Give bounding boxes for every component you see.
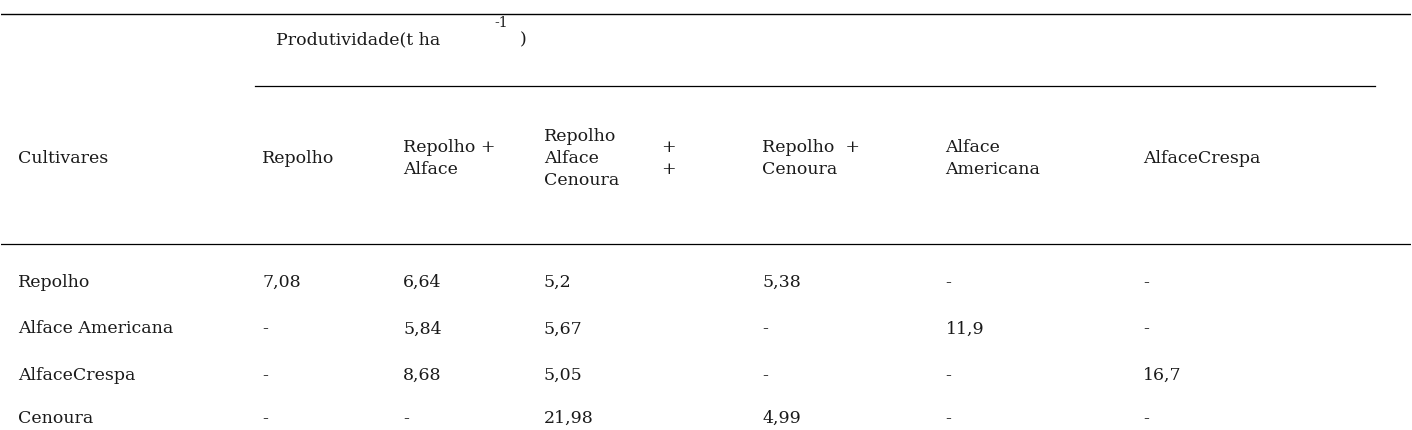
Text: 5,38: 5,38 — [762, 273, 801, 291]
Text: -: - — [1142, 273, 1149, 291]
Text: Cenoura: Cenoura — [18, 410, 93, 427]
Text: ): ) — [520, 31, 527, 48]
Text: 5,67: 5,67 — [544, 320, 583, 338]
Text: Alface Americana: Alface Americana — [18, 320, 174, 338]
Text: -: - — [1142, 320, 1149, 338]
Text: +
+: + + — [661, 139, 675, 178]
Text: 8,68: 8,68 — [402, 367, 442, 384]
Text: -: - — [263, 320, 268, 338]
Text: Repolho
Alface
Cenoura: Repolho Alface Cenoura — [544, 128, 620, 190]
Text: -: - — [402, 410, 409, 427]
Text: -: - — [263, 367, 268, 384]
Text: 7,08: 7,08 — [263, 273, 301, 291]
Text: Repolho: Repolho — [263, 150, 335, 167]
Text: AlfaceCrespa: AlfaceCrespa — [18, 367, 136, 384]
Text: Alface
Americana: Alface Americana — [946, 139, 1041, 178]
Text: Repolho +
Alface: Repolho + Alface — [402, 139, 496, 178]
Text: 21,98: 21,98 — [544, 410, 593, 427]
Text: 4,99: 4,99 — [762, 410, 801, 427]
Text: 5,84: 5,84 — [402, 320, 442, 338]
Text: -: - — [1142, 410, 1149, 427]
Text: -: - — [263, 410, 268, 427]
Text: -: - — [946, 367, 952, 384]
Text: Repolho  +
Cenoura: Repolho + Cenoura — [762, 139, 860, 178]
Text: Cultivares: Cultivares — [18, 150, 109, 167]
Text: -1: -1 — [494, 16, 508, 30]
Text: 11,9: 11,9 — [946, 320, 984, 338]
Text: 16,7: 16,7 — [1142, 367, 1182, 384]
Text: 5,05: 5,05 — [544, 367, 583, 384]
Text: AlfaceCrespa: AlfaceCrespa — [1142, 150, 1261, 167]
Text: Repolho: Repolho — [18, 273, 90, 291]
Text: 6,64: 6,64 — [402, 273, 442, 291]
Text: -: - — [946, 273, 952, 291]
Text: -: - — [762, 320, 768, 338]
Text: -: - — [946, 410, 952, 427]
Text: Produtividade(t ha: Produtividade(t ha — [277, 31, 441, 48]
Text: 5,2: 5,2 — [544, 273, 572, 291]
Text: -: - — [762, 367, 768, 384]
